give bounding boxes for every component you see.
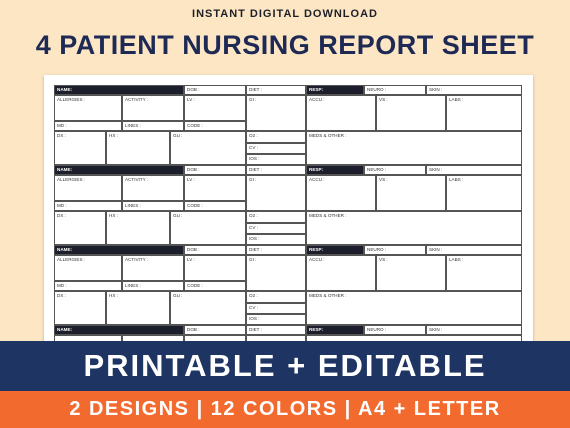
banner-primary-text: PRINTABLE + EDITABLE xyxy=(83,348,487,383)
gi-field: GI : xyxy=(246,95,306,131)
allergies-field: ALLERGIES : xyxy=(54,95,122,121)
gi-field: GI : xyxy=(246,255,306,291)
resp-field: RESP: xyxy=(306,245,364,255)
hx-field: HX : xyxy=(106,131,170,165)
patient-block: NAME: DOB : DIET : RESP: NEURO : SKIN : … xyxy=(54,165,522,245)
resp-field: RESP: xyxy=(306,165,364,175)
accu-field: ACCU : xyxy=(306,95,376,131)
vs-field: VS : xyxy=(376,95,446,131)
ios-field: IOS : xyxy=(246,314,306,325)
ios-field: IOS : xyxy=(246,154,306,165)
banner-secondary-text: 2 DESIGNS | 12 COLORS | A4 + LETTER xyxy=(69,398,501,420)
labs-field: LABS : xyxy=(446,175,522,211)
gu-field: GU : xyxy=(170,291,246,325)
dx-field: DX : xyxy=(54,131,106,165)
code-field: CODE : xyxy=(184,281,246,291)
name-field: NAME: xyxy=(54,85,184,95)
hx-field: HX : xyxy=(106,211,170,245)
allergies-field: ALLERGIES : xyxy=(54,255,122,281)
diet-field: DIET : xyxy=(246,85,306,95)
vs-field: VS : xyxy=(376,255,446,291)
o2-field: O2 : xyxy=(246,291,306,303)
activity-field: ACTIVITY : xyxy=(122,175,184,201)
name-field: NAME: xyxy=(54,245,184,255)
dx-field: DX : xyxy=(54,291,106,325)
labs-field: LABS : xyxy=(446,95,522,131)
dob-field: DOB : xyxy=(184,325,246,335)
skin-field: SKIN : xyxy=(426,245,522,255)
skin-field: SKIN : xyxy=(426,325,522,335)
diet-field: DIET : xyxy=(246,165,306,175)
cv-field: CV : xyxy=(246,223,306,234)
skin-field: SKIN : xyxy=(426,165,522,175)
skin-field: SKIN : xyxy=(426,85,522,95)
name-field: NAME: xyxy=(54,165,184,175)
neuro-field: NEURO : xyxy=(364,85,426,95)
dob-field: DOB : xyxy=(184,165,246,175)
lines-field: LINES : xyxy=(122,281,184,291)
report-sheet-preview: NAME: DOB : DIET : RESP: NEURO : SKIN : … xyxy=(44,75,533,350)
printable-editable-banner: PRINTABLE + EDITABLE xyxy=(0,341,570,391)
o2-field: O2 : xyxy=(246,131,306,143)
md-field: MD : xyxy=(54,121,122,131)
lv-field: LV : xyxy=(184,175,246,201)
activity-field: ACTIVITY : xyxy=(122,95,184,121)
neuro-field: NEURO : xyxy=(364,165,426,175)
o2-field: O2 : xyxy=(246,211,306,223)
features-banner: 2 DESIGNS | 12 COLORS | A4 + LETTER xyxy=(0,391,570,428)
gu-field: GU : xyxy=(170,211,246,245)
patient-block: NAME: DOB : DIET : RESP: NEURO : SKIN : … xyxy=(54,85,522,165)
meds-other-field: MEDS & OTHER : xyxy=(306,131,522,165)
code-field: CODE : xyxy=(184,201,246,211)
ios-field: IOS : xyxy=(246,234,306,245)
cv-field: CV : xyxy=(246,303,306,314)
vs-field: VS : xyxy=(376,175,446,211)
lines-field: LINES : xyxy=(122,121,184,131)
lines-field: LINES : xyxy=(122,201,184,211)
lv-field: LV : xyxy=(184,255,246,281)
code-field: CODE : xyxy=(184,121,246,131)
meds-other-field: MEDS & OTHER : xyxy=(306,291,522,325)
cv-field: CV : xyxy=(246,143,306,154)
diet-field: DIET : xyxy=(246,245,306,255)
resp-field: RESP: xyxy=(306,85,364,95)
resp-field: RESP: xyxy=(306,325,364,335)
activity-field: ACTIVITY : xyxy=(122,255,184,281)
dob-field: DOB : xyxy=(184,85,246,95)
accu-field: ACCU : xyxy=(306,255,376,291)
md-field: MD : xyxy=(54,281,122,291)
neuro-field: NEURO : xyxy=(364,325,426,335)
patient-block: NAME: DOB : DIET : RESP: NEURO : SKIN : … xyxy=(54,245,522,325)
md-field: MD : xyxy=(54,201,122,211)
dob-field: DOB : xyxy=(184,245,246,255)
diet-field: DIET : xyxy=(246,325,306,335)
hx-field: HX : xyxy=(106,291,170,325)
allergies-field: ALLERGIES : xyxy=(54,175,122,201)
report-grid: NAME: DOB : DIET : RESP: NEURO : SKIN : … xyxy=(54,85,522,350)
gi-field: GI : xyxy=(246,175,306,211)
accu-field: ACCU : xyxy=(306,175,376,211)
subtitle: INSTANT DIGITAL DOWNLOAD xyxy=(192,8,378,20)
dx-field: DX : xyxy=(54,211,106,245)
name-field: NAME: xyxy=(54,325,184,335)
neuro-field: NEURO : xyxy=(364,245,426,255)
labs-field: LABS : xyxy=(446,255,522,291)
page-title: 4 PATIENT NURSING REPORT SHEET xyxy=(35,30,535,60)
lv-field: LV : xyxy=(184,95,246,121)
meds-other-field: MEDS & OTHER : xyxy=(306,211,522,245)
gu-field: GU : xyxy=(170,131,246,165)
